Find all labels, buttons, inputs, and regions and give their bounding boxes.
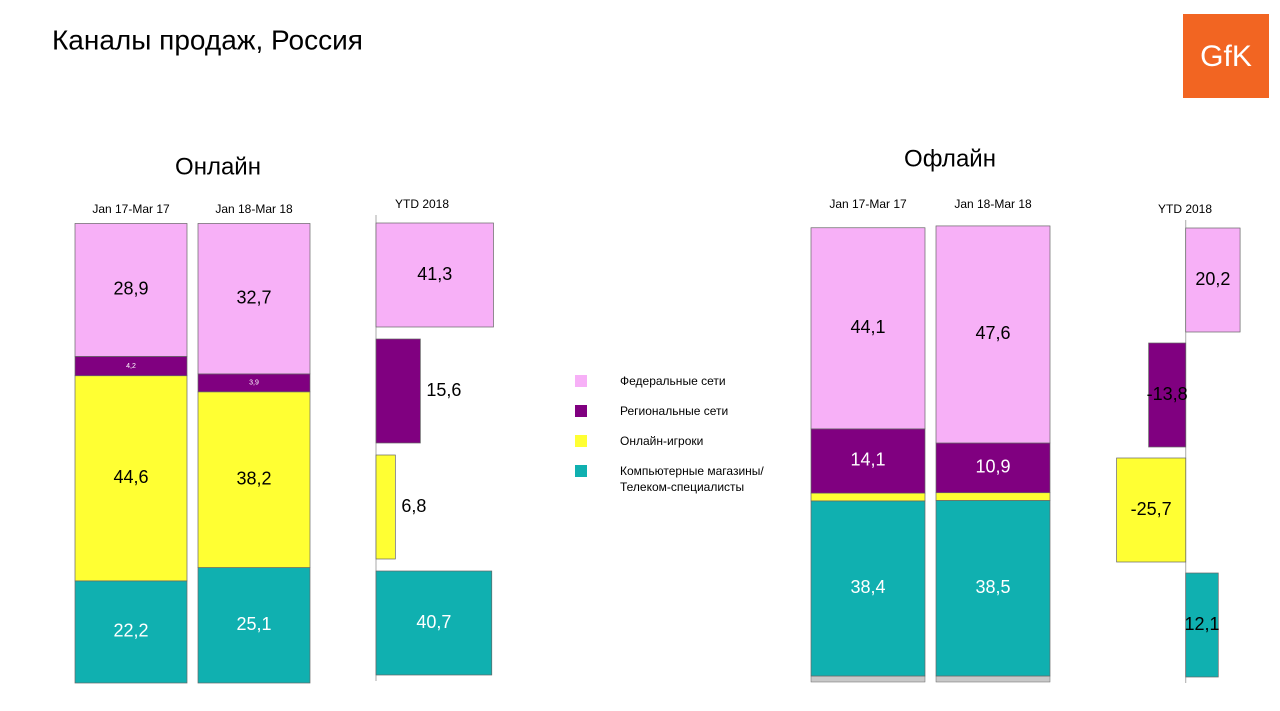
bar-segment	[810, 500, 926, 677]
bar-segment	[935, 500, 1051, 677]
data-label: 25,1	[236, 614, 271, 634]
panel-title: Онлайн	[175, 153, 261, 180]
legend-swatch	[575, 405, 587, 417]
data-label: 44,6	[113, 467, 148, 487]
bar-segment	[810, 227, 926, 430]
category-label: Jan 18-Mar 18	[954, 197, 1032, 211]
bar-segment	[197, 223, 311, 375]
legend-label: Онлайн-игроки	[620, 434, 704, 448]
bar-segment	[197, 391, 311, 568]
legend-item: Региональные сети	[575, 403, 805, 419]
data-label: 4,2	[126, 363, 136, 370]
data-label: 6,8	[401, 496, 426, 516]
logo-box	[1183, 14, 1269, 98]
data-label: 40,7	[416, 612, 451, 632]
data-label: 10,9	[975, 457, 1010, 477]
data-label: -25,7	[1131, 499, 1172, 519]
data-label: 44,1	[850, 317, 885, 337]
data-label: 38,2	[236, 468, 271, 488]
category-label: Jan 17-Mar 17	[829, 197, 907, 211]
legend-item: Онлайн-игроки	[575, 433, 805, 449]
data-label: 38,5	[975, 577, 1010, 597]
data-label: 12,1	[1184, 614, 1219, 634]
data-label: 3,9	[249, 380, 259, 387]
legend-swatch	[575, 465, 587, 477]
panel-title: YTD 2018	[1158, 202, 1212, 216]
bar-segment	[935, 492, 1051, 501]
bar	[1148, 342, 1187, 448]
legend-item: Компьютерные магазины/ Телеком-специалис…	[575, 463, 805, 495]
data-label: 15,6	[426, 380, 461, 400]
data-label: 32,7	[236, 287, 271, 307]
panel-title: Офлайн	[904, 145, 996, 172]
bar-segment	[935, 225, 1051, 444]
data-label: 28,9	[113, 279, 148, 299]
legend-swatch	[575, 435, 587, 447]
data-label: 14,1	[850, 450, 885, 470]
category-label: Jan 17-Mar 17	[92, 202, 170, 216]
slide-title: Каналы продаж, Россия	[52, 24, 363, 55]
bar	[1185, 227, 1241, 333]
bar-segment	[810, 492, 926, 502]
legend-label: Федеральные сети	[620, 374, 726, 388]
logo: GfK	[1200, 40, 1252, 73]
category-label: Jan 18-Mar 18	[215, 202, 293, 216]
bar	[375, 338, 421, 444]
bar-base	[935, 675, 1051, 683]
bar	[375, 454, 396, 560]
panel-title: YTD 2018	[395, 197, 449, 211]
legend: Федеральные сети Региональные сети Онлайн-…	[575, 373, 795, 509]
bar-base	[810, 675, 926, 683]
data-label: 41,3	[417, 264, 452, 284]
bar-segment	[74, 580, 188, 684]
data-label: 22,2	[113, 621, 148, 641]
bar	[1116, 457, 1187, 563]
bar	[1185, 572, 1219, 678]
data-label: 38,4	[850, 577, 885, 597]
data-label: 20,2	[1195, 269, 1230, 289]
bar-segment	[935, 442, 1051, 494]
legend-label: Региональные сети	[620, 404, 729, 418]
legend-label: Компьютерные магазины/ Телеком-специалис…	[620, 464, 764, 494]
bar-segment	[74, 223, 188, 357]
bar	[375, 222, 494, 328]
legend-swatch	[575, 375, 587, 387]
data-label: -13,8	[1147, 384, 1188, 404]
bar	[375, 570, 493, 676]
bar-segment	[810, 428, 926, 494]
legend-item: Федеральные сети	[575, 373, 805, 389]
data-label: 47,6	[975, 323, 1010, 343]
